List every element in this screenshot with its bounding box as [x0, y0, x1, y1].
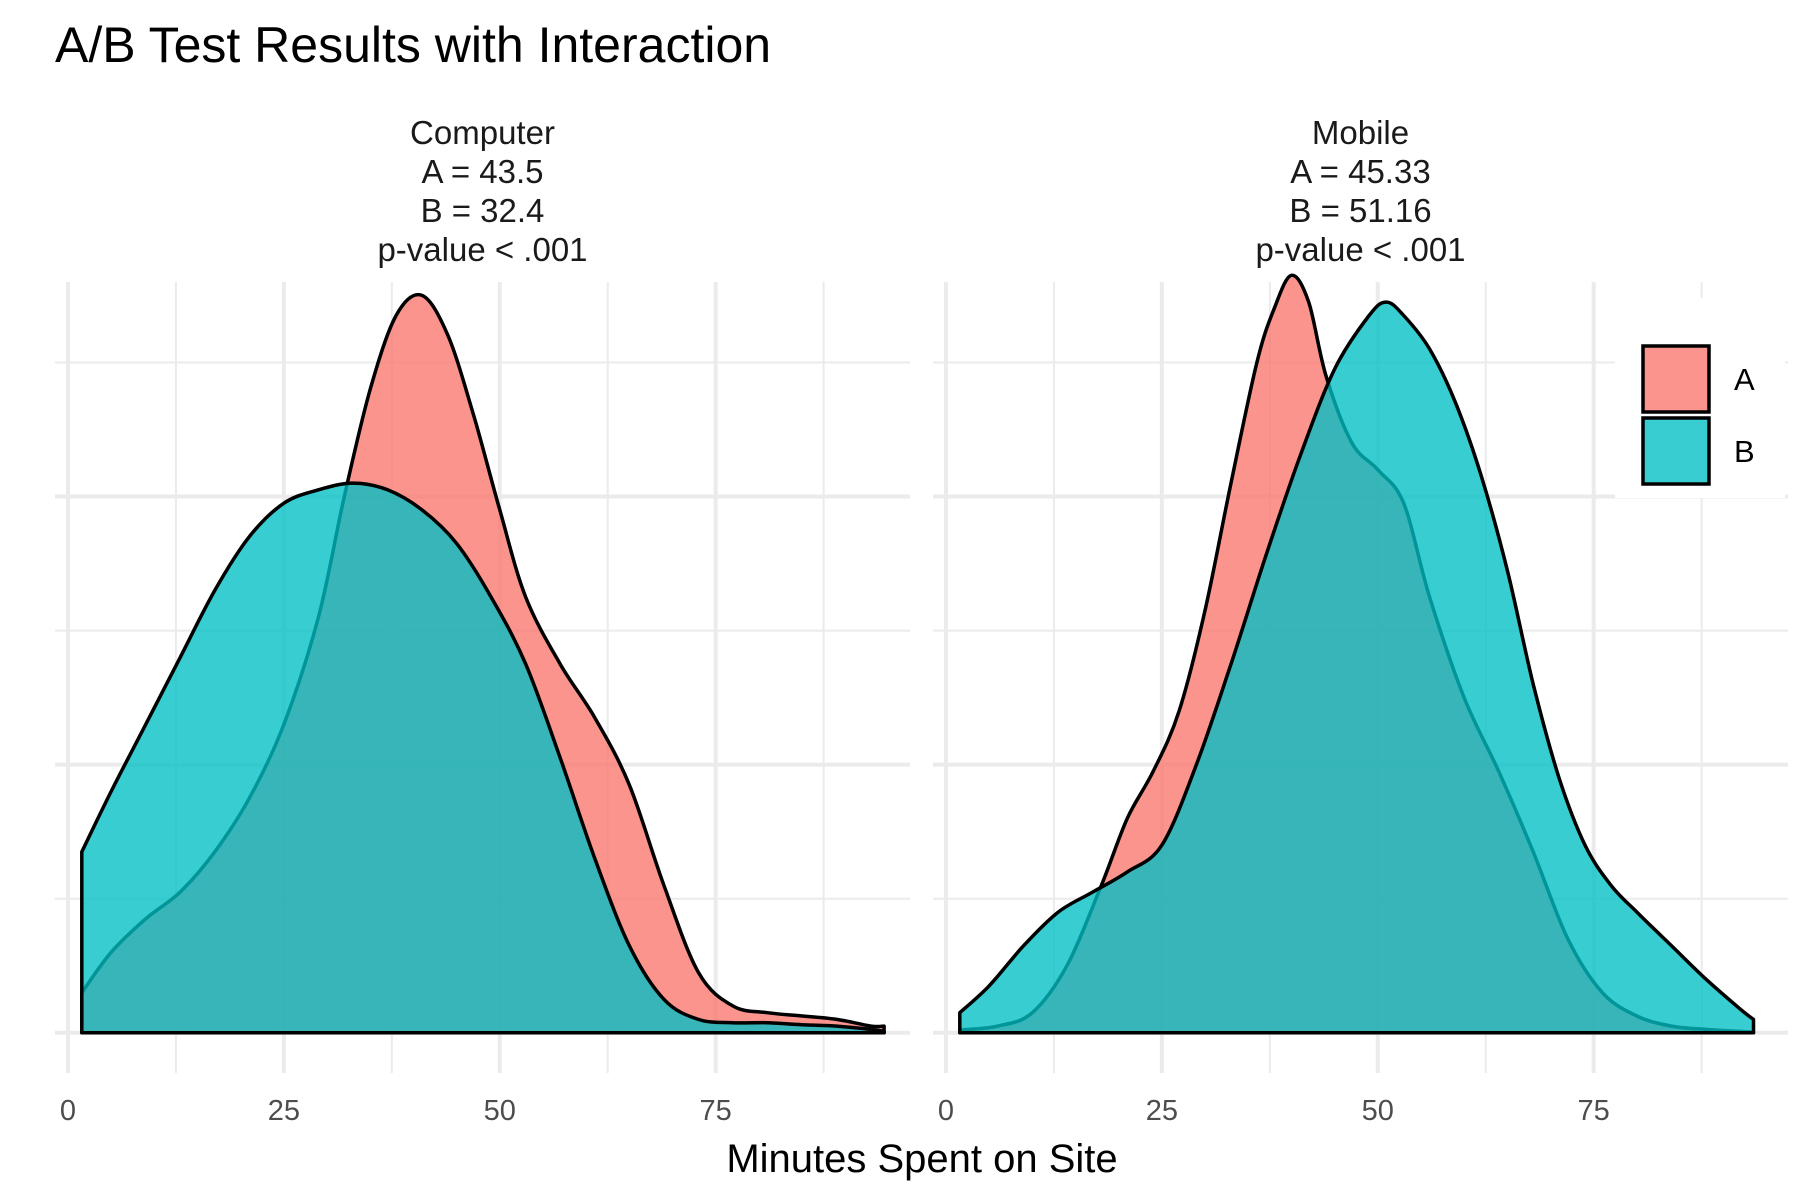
- facet-strip-stat: B = 32.4: [421, 192, 545, 229]
- x-axis-label: Minutes Spent on Site: [726, 1137, 1117, 1181]
- facet-strip-stat: p-value < .001: [1255, 231, 1465, 268]
- legend-key-a: [1641, 344, 1711, 414]
- x-tick-label: 75: [700, 1095, 732, 1127]
- facet-strip-title: Mobile: [1312, 114, 1409, 151]
- legend-key-b: [1641, 416, 1711, 486]
- legend-label-a: A: [1734, 362, 1755, 397]
- x-tick-label: 50: [484, 1095, 516, 1127]
- legend: AB: [1615, 298, 1785, 498]
- x-tick-label: 0: [60, 1095, 76, 1127]
- x-tick-label: 75: [1578, 1095, 1610, 1127]
- facet-strip-stat: p-value < .001: [377, 231, 587, 268]
- facet-strip-stat: A = 45.33: [1290, 153, 1430, 190]
- x-tick-label: 0: [938, 1095, 954, 1127]
- legend-label-b: B: [1734, 434, 1755, 469]
- density-mobile-b: [958, 300, 1756, 1035]
- facet-strip-stat: B = 51.16: [1289, 192, 1431, 229]
- density-area-layer: [80, 273, 1756, 1035]
- facet-strip-title: Computer: [410, 114, 555, 151]
- chart-title: A/B Test Results with Interaction: [55, 17, 771, 73]
- density-computer-b: [80, 481, 886, 1035]
- x-tick-label: 25: [268, 1095, 300, 1127]
- x-tick-label: 25: [1146, 1095, 1178, 1127]
- facet-strip-stat: A = 43.5: [421, 153, 543, 190]
- text-layer: A/B Test Results with Interaction Minute…: [55, 17, 1610, 1181]
- x-tick-label: 50: [1362, 1095, 1394, 1127]
